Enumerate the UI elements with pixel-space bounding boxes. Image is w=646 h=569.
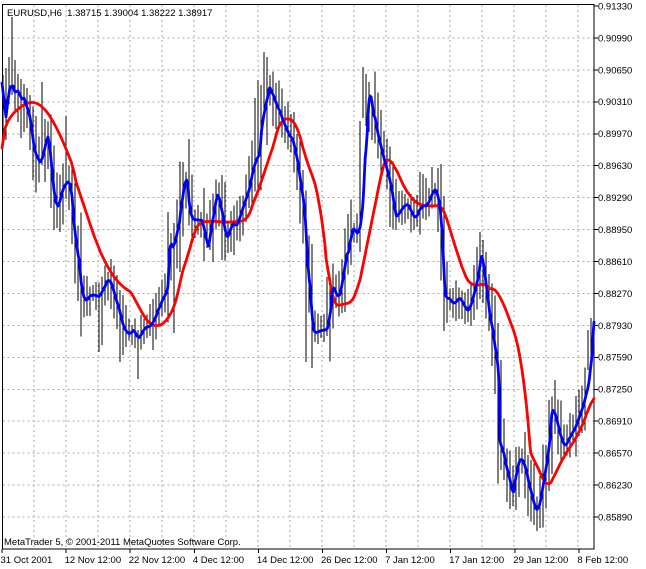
svg-text:0.89970: 0.89970 bbox=[598, 129, 632, 140]
svg-text:0.87930: 0.87930 bbox=[598, 321, 632, 332]
svg-text:0.85890: 0.85890 bbox=[598, 512, 632, 523]
svg-text:22 Nov 12:00: 22 Nov 12:00 bbox=[129, 555, 186, 566]
svg-text:26 Dec 12:00: 26 Dec 12:00 bbox=[321, 555, 378, 566]
svg-text:7 Jan 12:00: 7 Jan 12:00 bbox=[385, 555, 435, 566]
svg-text:0.90310: 0.90310 bbox=[598, 97, 632, 108]
svg-text:0.90650: 0.90650 bbox=[598, 65, 632, 76]
svg-text:29 Jan 12:00: 29 Jan 12:00 bbox=[513, 555, 568, 566]
svg-text:MetaTrader 5, © 2001-2011 Meta: MetaTrader 5, © 2001-2011 MetaQuotes Sof… bbox=[4, 537, 241, 548]
svg-text:EURUSD,H6 1.38715 1.39004 1.3: EURUSD,H6 1.38715 1.39004 1.38222 1.3891… bbox=[7, 8, 212, 19]
svg-text:4 Dec 12:00: 4 Dec 12:00 bbox=[193, 555, 244, 566]
svg-text:0.86570: 0.86570 bbox=[598, 449, 632, 460]
svg-text:12 Nov 12:00: 12 Nov 12:00 bbox=[65, 555, 122, 566]
svg-text:17 Jan 12:00: 17 Jan 12:00 bbox=[449, 555, 504, 566]
svg-text:0.88610: 0.88610 bbox=[598, 257, 632, 268]
svg-text:0.88270: 0.88270 bbox=[598, 289, 632, 300]
svg-text:14 Dec 12:00: 14 Dec 12:00 bbox=[257, 555, 314, 566]
svg-text:8 Feb 12:00: 8 Feb 12:00 bbox=[577, 555, 628, 566]
svg-text:0.88950: 0.88950 bbox=[598, 225, 632, 236]
svg-text:0.86230: 0.86230 bbox=[598, 481, 632, 492]
svg-text:0.87250: 0.87250 bbox=[598, 385, 632, 396]
svg-text:0.89290: 0.89290 bbox=[598, 193, 632, 204]
svg-text:0.86910: 0.86910 bbox=[598, 417, 632, 428]
svg-text:0.90990: 0.90990 bbox=[598, 33, 632, 44]
svg-text:31 Oct 2001: 31 Oct 2001 bbox=[1, 555, 53, 566]
svg-text:0.91330: 0.91330 bbox=[598, 1, 632, 12]
svg-text:0.87590: 0.87590 bbox=[598, 353, 632, 364]
svg-text:0.89630: 0.89630 bbox=[598, 161, 632, 172]
